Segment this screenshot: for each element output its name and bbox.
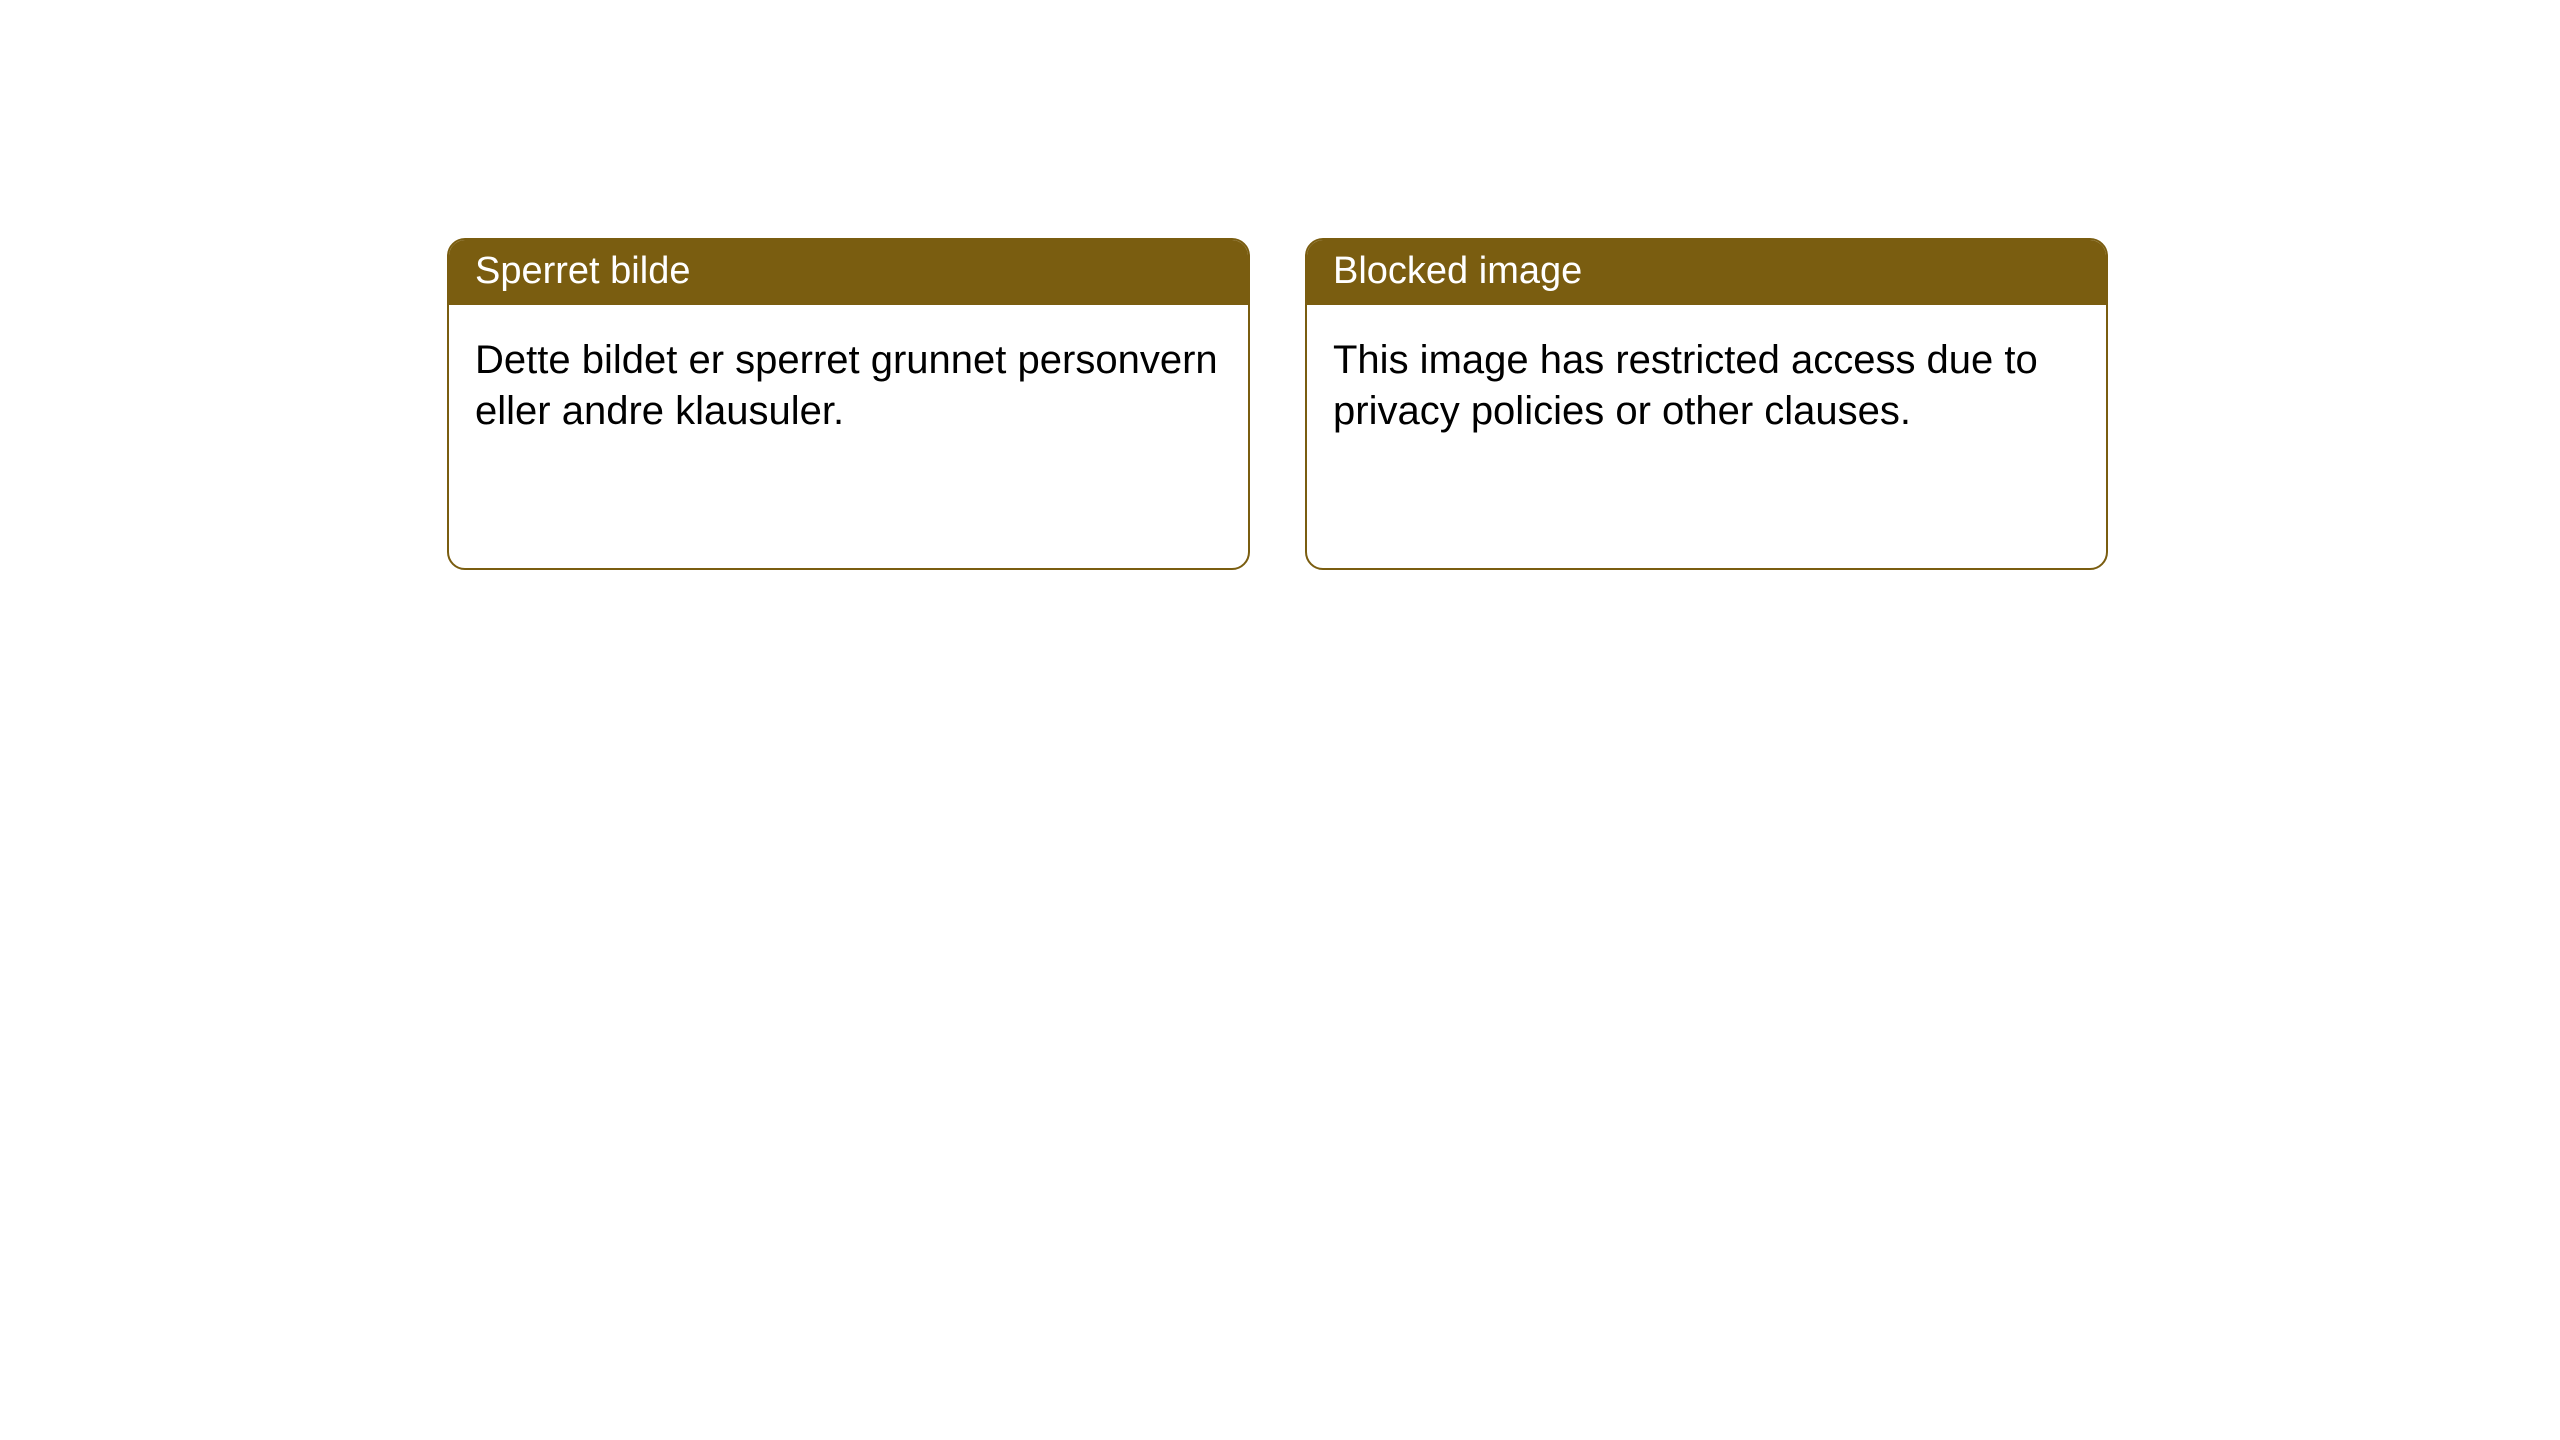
card-body-text: This image has restricted access due to …	[1333, 338, 2038, 433]
card-header: Blocked image	[1307, 240, 2106, 305]
card-title: Blocked image	[1333, 250, 1582, 292]
notice-cards-container: Sperret bilde Dette bildet er sperret gr…	[0, 0, 2560, 570]
card-title: Sperret bilde	[475, 250, 690, 292]
card-header: Sperret bilde	[449, 240, 1248, 305]
card-body: Dette bildet er sperret grunnet personve…	[449, 305, 1248, 467]
notice-card-english: Blocked image This image has restricted …	[1305, 238, 2108, 570]
notice-card-norwegian: Sperret bilde Dette bildet er sperret gr…	[447, 238, 1250, 570]
card-body: This image has restricted access due to …	[1307, 305, 2106, 467]
card-body-text: Dette bildet er sperret grunnet personve…	[475, 338, 1218, 433]
